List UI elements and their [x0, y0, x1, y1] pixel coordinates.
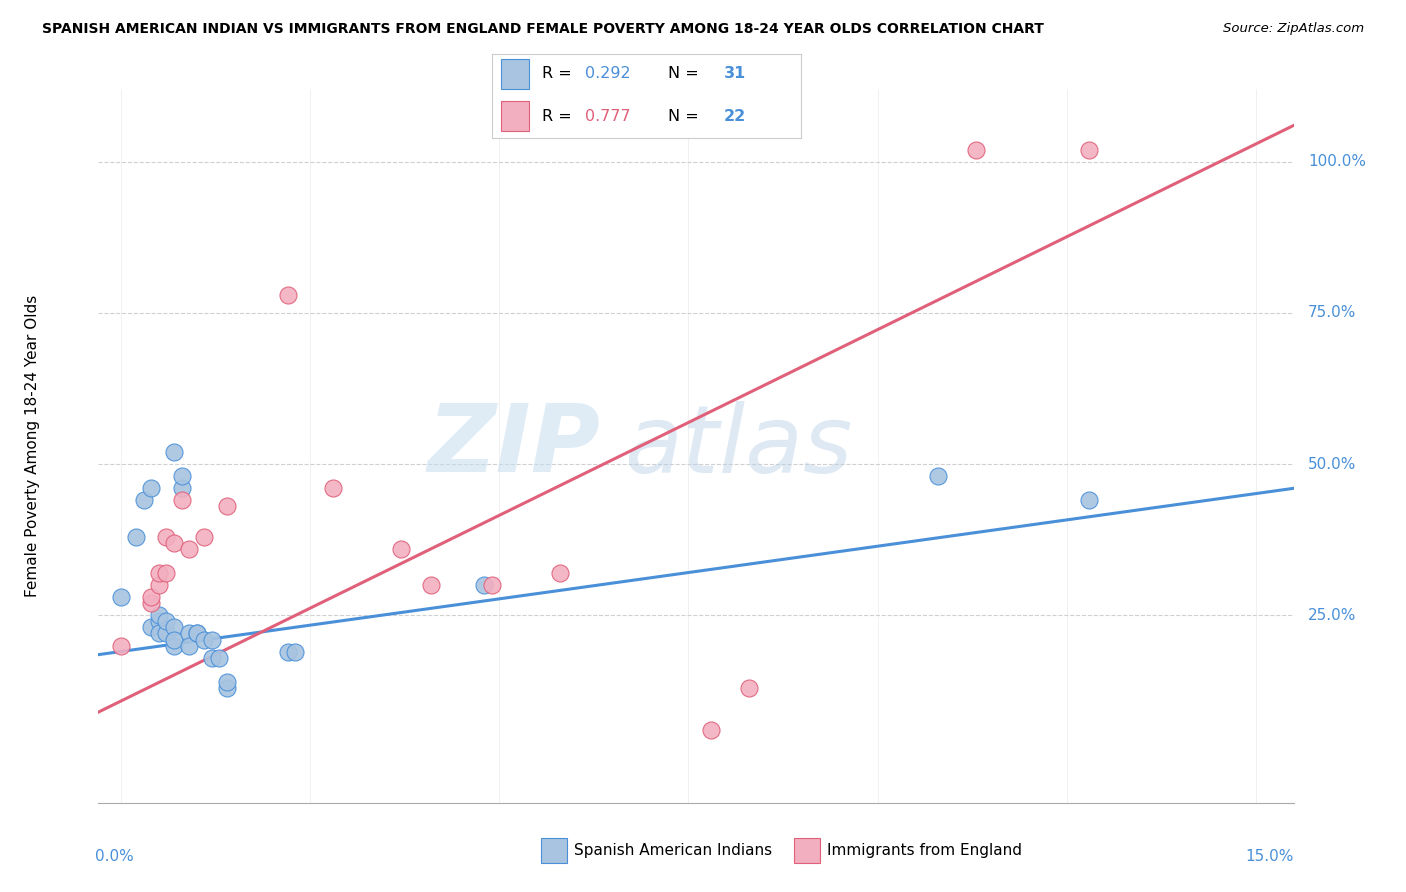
Text: Immigrants from England: Immigrants from England — [827, 844, 1022, 858]
Point — [548, 566, 571, 580]
Point — [927, 469, 949, 483]
Point — [132, 493, 155, 508]
Point — [965, 143, 987, 157]
Point — [322, 481, 344, 495]
Point — [276, 288, 298, 302]
Point — [193, 632, 215, 647]
Point — [389, 541, 412, 556]
Text: 31: 31 — [724, 66, 747, 81]
Point — [110, 639, 132, 653]
Point — [201, 650, 224, 665]
Point — [170, 469, 193, 483]
Point — [284, 645, 307, 659]
Point — [163, 632, 186, 647]
Text: Spanish American Indians: Spanish American Indians — [574, 844, 772, 858]
Point — [155, 626, 177, 640]
Text: atlas: atlas — [624, 401, 852, 491]
Text: Female Poverty Among 18-24 Year Olds: Female Poverty Among 18-24 Year Olds — [25, 295, 41, 597]
Point — [163, 445, 186, 459]
Point — [1078, 493, 1101, 508]
Point — [481, 578, 503, 592]
Point — [215, 674, 238, 689]
Point — [215, 500, 238, 514]
Point — [276, 645, 298, 659]
Text: N =: N = — [668, 109, 704, 124]
Text: 100.0%: 100.0% — [1308, 154, 1365, 169]
Point — [420, 578, 443, 592]
Point — [155, 530, 177, 544]
Point — [163, 620, 186, 634]
Point — [700, 723, 723, 738]
Point — [170, 493, 193, 508]
Point — [148, 566, 170, 580]
Text: R =: R = — [541, 109, 576, 124]
Point — [125, 530, 148, 544]
Point — [179, 639, 201, 653]
Point — [208, 650, 231, 665]
Text: 25.0%: 25.0% — [1308, 607, 1357, 623]
Point — [148, 615, 170, 629]
Point — [110, 590, 132, 604]
Point — [148, 578, 170, 592]
Point — [148, 608, 170, 623]
Point — [193, 530, 215, 544]
Text: 0.292: 0.292 — [585, 66, 630, 81]
Point — [215, 681, 238, 695]
Point — [163, 639, 186, 653]
Text: N =: N = — [668, 66, 704, 81]
Point — [141, 596, 163, 610]
Text: 50.0%: 50.0% — [1308, 457, 1357, 472]
Point — [179, 541, 201, 556]
Point — [141, 590, 163, 604]
Point — [472, 578, 495, 592]
Point — [738, 681, 761, 695]
Point — [170, 481, 193, 495]
Text: 75.0%: 75.0% — [1308, 305, 1357, 320]
Bar — [502, 59, 529, 89]
Text: 22: 22 — [724, 109, 747, 124]
Text: SPANISH AMERICAN INDIAN VS IMMIGRANTS FROM ENGLAND FEMALE POVERTY AMONG 18-24 YE: SPANISH AMERICAN INDIAN VS IMMIGRANTS FR… — [42, 22, 1045, 37]
Point — [186, 626, 208, 640]
Point — [141, 620, 163, 634]
Point — [179, 626, 201, 640]
Text: ZIP: ZIP — [427, 400, 600, 492]
Point — [141, 481, 163, 495]
Point — [201, 632, 224, 647]
Point — [148, 626, 170, 640]
Point — [155, 615, 177, 629]
Text: 0.0%: 0.0% — [94, 849, 134, 864]
Bar — [502, 101, 529, 131]
Text: R =: R = — [541, 66, 576, 81]
Point — [155, 566, 177, 580]
Point — [163, 535, 186, 549]
Point — [186, 626, 208, 640]
Text: Source: ZipAtlas.com: Source: ZipAtlas.com — [1223, 22, 1364, 36]
Text: 15.0%: 15.0% — [1246, 849, 1294, 864]
Point — [1078, 143, 1101, 157]
Text: 0.777: 0.777 — [585, 109, 630, 124]
